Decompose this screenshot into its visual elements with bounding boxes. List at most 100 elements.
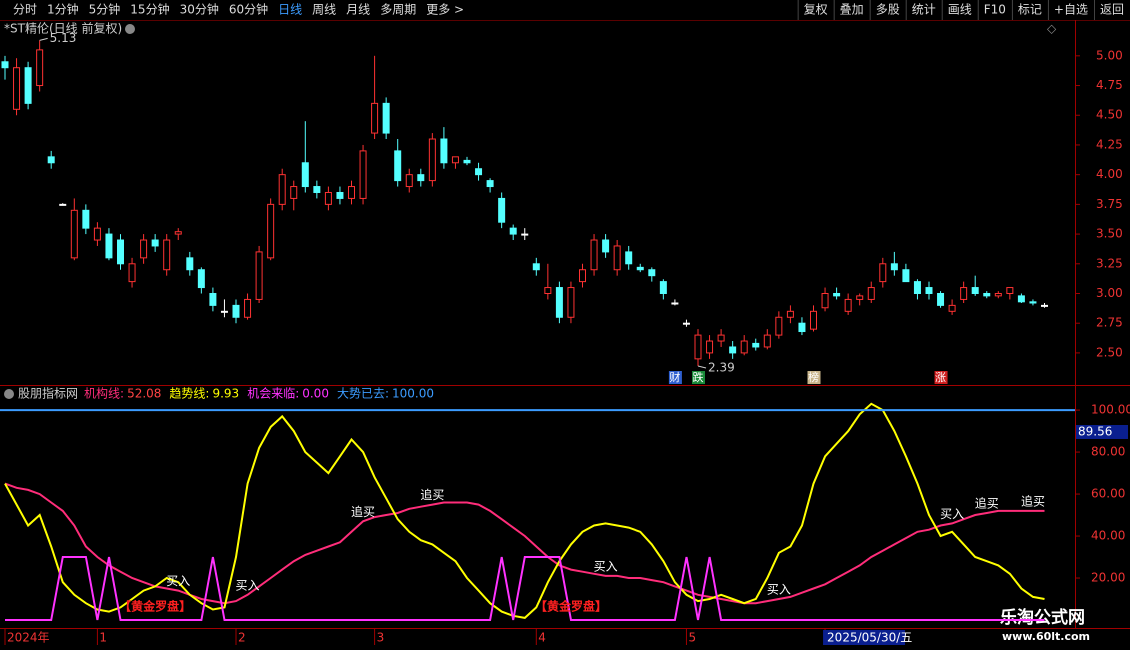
cursor-date-box xyxy=(823,630,906,645)
toolbar-button[interactable]: 返回 xyxy=(1100,3,1124,17)
candle-body xyxy=(717,334,725,342)
menu-icon[interactable] xyxy=(125,24,135,34)
y-tick-label: 3.75 xyxy=(1096,197,1123,211)
candle-body xyxy=(117,239,124,265)
candle-body xyxy=(1029,301,1037,304)
candle-body xyxy=(220,310,228,313)
candle-body xyxy=(463,159,471,164)
candle-body xyxy=(417,174,425,182)
period-tab[interactable]: 日线 xyxy=(278,3,302,17)
period-tab[interactable]: 周线 xyxy=(312,3,336,17)
candle-body xyxy=(856,295,864,300)
event-marker[interactable]: 财 xyxy=(669,370,680,384)
legend-value: 100.00 xyxy=(392,387,434,401)
watermark-url: www.60lt.com xyxy=(1002,630,1090,643)
candle-body xyxy=(290,186,298,199)
collapse-icon[interactable] xyxy=(4,389,14,399)
candle-body xyxy=(706,340,714,354)
candle-body xyxy=(324,191,332,205)
candle-body xyxy=(313,186,321,193)
toolbar-button[interactable]: 统计 xyxy=(912,3,936,17)
y-tick-label: 2.50 xyxy=(1096,345,1123,359)
period-tab[interactable]: 15分钟 xyxy=(130,2,169,17)
candle-body xyxy=(763,334,771,348)
period-tab[interactable]: 月线 xyxy=(346,3,370,17)
candle-body xyxy=(405,174,413,188)
cursor-box xyxy=(1076,424,1128,439)
event-marker[interactable]: 榜 xyxy=(808,370,819,384)
candle-body xyxy=(70,209,78,259)
event-marker[interactable]: 涨 xyxy=(935,371,946,384)
candle-body xyxy=(509,227,517,235)
candle-body xyxy=(983,292,991,297)
candle-body xyxy=(36,49,44,87)
signal-label: 买入 xyxy=(767,583,791,597)
period-tab[interactable]: 1分钟 xyxy=(47,2,79,17)
y-tick-label: 4.00 xyxy=(1096,167,1123,181)
candle-body xyxy=(1,61,9,69)
candle-body xyxy=(197,269,205,289)
y-tick-label: 100.00 xyxy=(1091,403,1130,417)
period-tab[interactable]: 30分钟 xyxy=(180,2,219,17)
candle-body xyxy=(440,138,448,164)
candle-body xyxy=(1041,304,1048,307)
toolbar-button[interactable]: 标记 xyxy=(1018,3,1042,17)
toolbar-button[interactable]: 多股 xyxy=(876,3,900,17)
candle-body xyxy=(93,227,101,241)
signal-label: 买入 xyxy=(236,578,260,592)
annotation-arrow xyxy=(697,365,707,369)
candle-body xyxy=(267,203,275,259)
candle-body xyxy=(394,150,402,182)
toolbar-button[interactable]: 叠加 xyxy=(840,3,864,17)
candle-body xyxy=(844,298,852,312)
candle-body xyxy=(24,67,32,104)
toolbar-button[interactable]: 画线 xyxy=(948,3,972,17)
candle-body xyxy=(174,231,182,235)
candle-body xyxy=(186,257,194,271)
badge-label: 【黄金罗盘】 xyxy=(535,599,607,614)
y-tick-label: 4.75 xyxy=(1096,78,1123,92)
candle-body xyxy=(255,251,263,300)
legend-name: 大势已去: xyxy=(337,387,389,401)
y-tick-label: 2.75 xyxy=(1096,316,1123,330)
candle-body xyxy=(232,304,240,318)
y-tick-label: 3.25 xyxy=(1096,256,1123,270)
candle-body xyxy=(775,316,783,336)
candle-body xyxy=(682,322,690,325)
signal-label: 追买 xyxy=(351,504,375,519)
candle-body xyxy=(163,239,171,271)
candle-body xyxy=(1006,287,1014,294)
candle-body xyxy=(960,287,968,300)
candle-body xyxy=(821,292,829,309)
candle-body xyxy=(636,266,644,271)
y-tick-label: 3.50 xyxy=(1096,227,1123,241)
y-tick-label: 20.00 xyxy=(1091,571,1125,585)
indicator-line xyxy=(4,482,1045,605)
legend-value: 0.00 xyxy=(302,387,329,401)
period-tab[interactable]: 多周期 xyxy=(380,3,416,17)
toolbar-button[interactable]: 复权 xyxy=(804,3,828,17)
candle-body xyxy=(937,292,945,306)
signal-label: 追买 xyxy=(975,495,999,510)
period-tab[interactable]: 更多 > xyxy=(426,3,464,17)
toolbar-button[interactable]: F10 xyxy=(984,3,1006,17)
candle-body xyxy=(659,281,667,294)
y-tick-label: 4.50 xyxy=(1096,108,1123,122)
candle-body xyxy=(140,239,148,259)
period-tab[interactable]: 分时 xyxy=(13,3,37,17)
legend-value: 52.08 xyxy=(127,387,161,401)
signal-label: 追买 xyxy=(1021,493,1045,508)
candle-body xyxy=(786,310,794,318)
legend-name: 机构线: xyxy=(84,386,124,401)
candle-body xyxy=(371,102,379,134)
y-tick-label: 5.00 xyxy=(1096,48,1123,62)
toolbar-button[interactable]: +自选 xyxy=(1054,3,1088,17)
cursor-value: 89.56 xyxy=(1078,424,1112,438)
candle-body xyxy=(994,292,1002,297)
period-tab[interactable]: 5分钟 xyxy=(89,2,121,17)
period-tab[interactable]: 60分钟 xyxy=(229,2,268,17)
signal-label: 追买 xyxy=(420,487,444,502)
event-marker[interactable]: 跌 xyxy=(693,370,704,384)
